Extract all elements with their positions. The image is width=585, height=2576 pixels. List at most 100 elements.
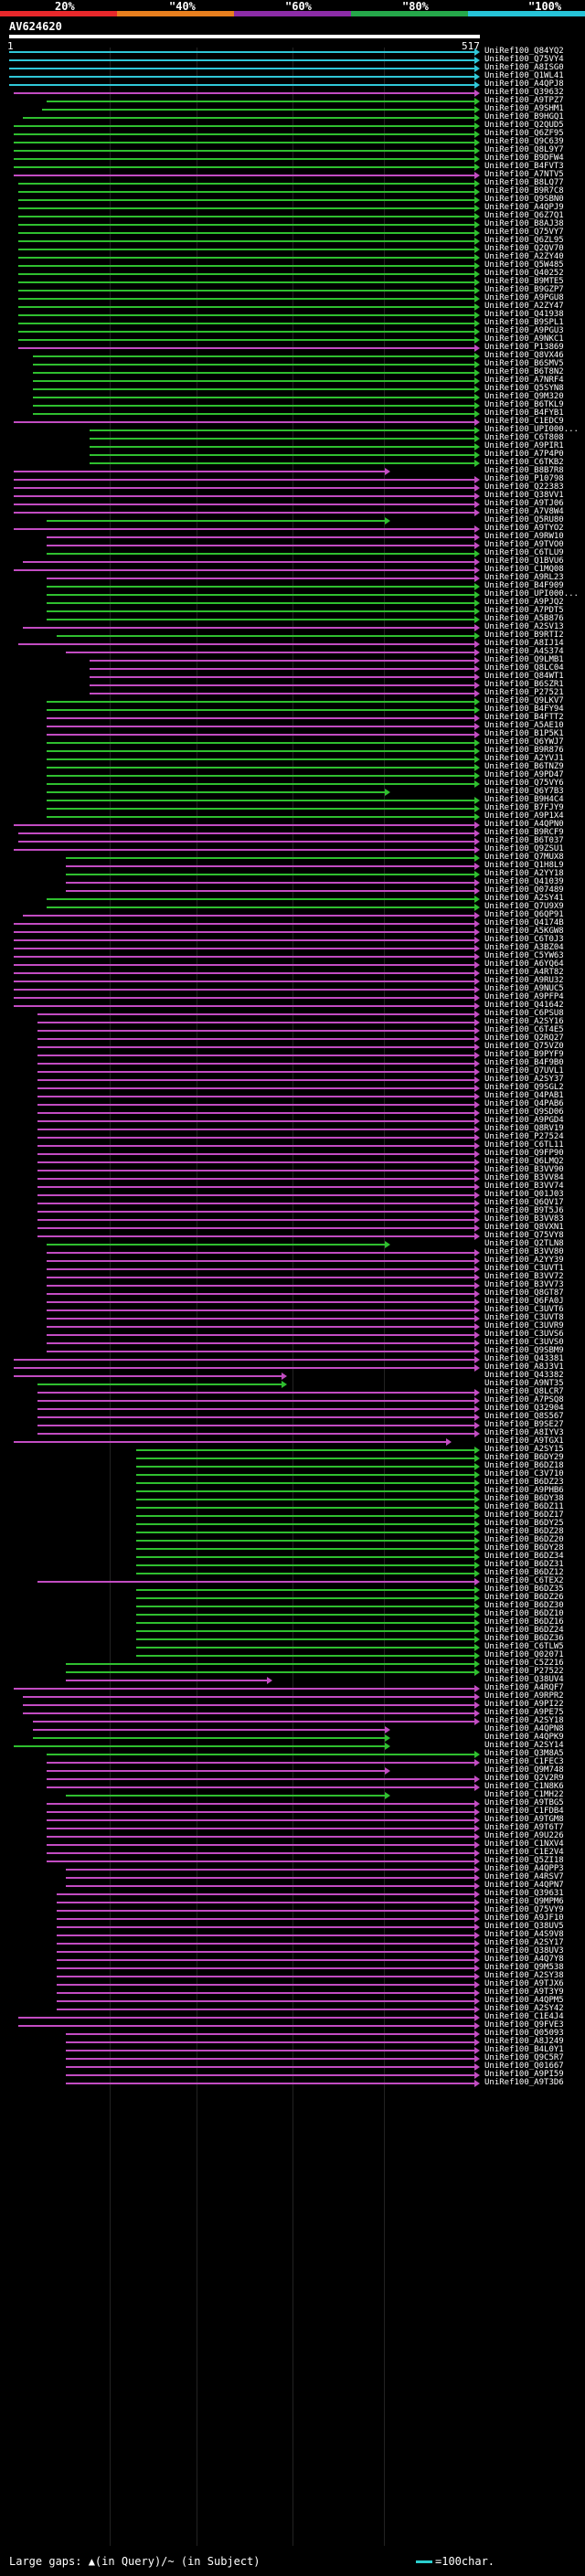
hit-label-link[interactable]: UniRef100_B6T8N2 [484, 367, 564, 376]
hit-bar[interactable] [37, 1211, 474, 1213]
hit-bar[interactable] [136, 1540, 474, 1542]
hit-bar[interactable] [18, 841, 474, 843]
hit-bar[interactable] [9, 51, 474, 53]
hit-label-link[interactable]: UniRef100_Q9LKV7 [484, 696, 564, 705]
hit-bar[interactable] [47, 610, 474, 612]
hit-bar[interactable] [32, 388, 474, 390]
hit-label-link[interactable]: UniRef100_Q9SBM9 [484, 1346, 564, 1355]
hit-bar[interactable] [136, 1474, 474, 1476]
hit-bar[interactable] [37, 1137, 474, 1139]
hit-bar[interactable] [37, 1120, 474, 1122]
hit-label-link[interactable]: UniRef100_Q9M320 [484, 392, 564, 401]
hit-bar[interactable] [37, 1129, 474, 1130]
hit-label-link[interactable]: UniRef100_B6DZ23 [484, 1478, 564, 1487]
hit-bar[interactable] [89, 693, 474, 694]
hit-bar[interactable] [14, 948, 474, 949]
hit-bar[interactable] [23, 561, 474, 563]
hit-label-link[interactable]: UniRef100_A4RSV7 [484, 1872, 564, 1882]
hit-bar[interactable] [37, 1071, 474, 1073]
hit-bar[interactable] [47, 1852, 474, 1854]
hit-label-link[interactable]: UniRef100_B6SMV5 [484, 359, 564, 368]
hit-label-link[interactable]: UniRef100_A9PE75 [484, 1708, 564, 1717]
hit-label-link[interactable]: UniRef100_Q75VY7 [484, 228, 564, 237]
hit-bar[interactable] [47, 1836, 474, 1838]
hit-label-link[interactable]: UniRef100_B6DY28 [484, 1543, 564, 1553]
hit-bar[interactable] [32, 380, 474, 382]
hit-label-link[interactable]: UniRef100_B6DZ10 [484, 1609, 564, 1618]
hit-bar[interactable] [18, 323, 474, 324]
hit-label-link[interactable]: UniRef100_C1FDB4 [484, 1807, 564, 1816]
hit-label-link[interactable]: UniRef100_C5YW63 [484, 951, 564, 960]
hit-label-link[interactable]: UniRef100_B9DFW4 [484, 154, 564, 163]
hit-label-link[interactable]: UniRef100_C1MH22 [484, 1790, 564, 1799]
hit-label-link[interactable]: UniRef100_A4RQF7 [484, 1683, 564, 1692]
hit-label-link[interactable]: UniRef100_A9PI22 [484, 1700, 564, 1709]
hit-label-link[interactable]: UniRef100_Q1H8L9 [484, 861, 564, 870]
hit-bar[interactable] [37, 1235, 474, 1237]
hit-bar[interactable] [136, 1532, 474, 1533]
hit-label-link[interactable]: UniRef100_Q75VY4 [484, 55, 564, 64]
hit-bar[interactable] [65, 1885, 474, 1887]
hit-bar[interactable] [136, 1548, 474, 1550]
hit-bar[interactable] [47, 1844, 474, 1846]
hit-bar[interactable] [32, 1721, 474, 1723]
hit-bar[interactable] [89, 462, 474, 464]
hit-label-link[interactable]: UniRef100_A8J249 [484, 2037, 564, 2046]
hit-label-link[interactable]: UniRef100_Q8LC04 [484, 663, 564, 673]
hit-bar[interactable] [47, 1318, 474, 1320]
hit-bar[interactable] [47, 536, 474, 538]
hit-bar[interactable] [47, 734, 474, 736]
hit-bar[interactable] [18, 216, 474, 217]
hit-bar[interactable] [14, 1688, 474, 1690]
hit-bar[interactable] [56, 1984, 474, 1986]
hit-label-link[interactable]: UniRef100_C1EDC9 [484, 417, 564, 426]
hit-bar[interactable] [23, 1704, 474, 1706]
hit-label-link[interactable]: UniRef100_B9GZP7 [484, 285, 564, 294]
hit-bar[interactable] [65, 857, 474, 859]
hit-bar[interactable] [32, 1729, 386, 1731]
hit-label-link[interactable]: UniRef100_B4F909 [484, 581, 564, 590]
hit-bar[interactable] [47, 1260, 474, 1262]
hit-bar[interactable] [56, 1959, 474, 1961]
hit-label-link[interactable]: UniRef100_A9TYO2 [484, 524, 564, 533]
hit-bar[interactable] [65, 2058, 474, 2060]
hit-bar[interactable] [32, 355, 474, 357]
hit-bar[interactable] [136, 1638, 474, 1640]
hit-label-link[interactable]: UniRef100_C6T0J3 [484, 935, 564, 944]
hit-bar[interactable] [23, 1712, 474, 1714]
hit-label-link[interactable]: UniRef100_B9SE27 [484, 1420, 564, 1429]
hit-bar[interactable] [37, 1408, 474, 1410]
hit-bar[interactable] [14, 849, 474, 851]
hit-bar[interactable] [14, 923, 474, 925]
hit-bar[interactable] [14, 956, 474, 958]
hit-bar[interactable] [47, 1277, 474, 1278]
hit-label-link[interactable]: UniRef100_P13869 [484, 343, 564, 352]
hit-bar[interactable] [18, 298, 474, 300]
hit-label-link[interactable]: UniRef100_B9R876 [484, 746, 564, 755]
hit-bar[interactable] [23, 915, 474, 917]
hit-bar[interactable] [18, 249, 474, 250]
hit-label-link[interactable]: UniRef100_Q38UV3 [484, 1946, 564, 1956]
hit-label-link[interactable]: UniRef100_Q2RQ27 [484, 1034, 564, 1043]
hit-label-link[interactable]: UniRef100_A9T6T7 [484, 1823, 564, 1832]
hit-bar[interactable] [47, 586, 474, 588]
hit-label-link[interactable]: UniRef100_Q9C639 [484, 137, 564, 146]
hit-label-link[interactable]: UniRef100_C1N8K6 [484, 1782, 564, 1791]
hit-bar[interactable] [65, 2083, 474, 2084]
hit-label-link[interactable]: UniRef100_C3UVT8 [484, 1313, 564, 1322]
hit-bar[interactable] [14, 125, 474, 127]
hit-label-link[interactable]: UniRef100_A9PGU8 [484, 293, 564, 302]
hit-bar[interactable] [47, 1860, 474, 1862]
hit-label-link[interactable]: UniRef100_C5Z216 [484, 1659, 564, 1668]
hit-bar[interactable] [47, 1334, 474, 1336]
hit-label-link[interactable]: UniRef100_Q4PAB6 [484, 1099, 564, 1108]
hit-bar[interactable] [56, 2000, 474, 2002]
hit-label-link[interactable]: UniRef100_B6T037 [484, 836, 564, 845]
hit-label-link[interactable]: UniRef100_A9PHB6 [484, 1486, 564, 1495]
hit-label-link[interactable]: UniRef100_Q8L9Y7 [484, 145, 564, 154]
hit-bar[interactable] [136, 1449, 474, 1451]
hit-bar[interactable] [18, 224, 474, 226]
hit-label-link[interactable]: UniRef100_A4QPN0 [484, 820, 564, 829]
hit-label-link[interactable]: UniRef100_Q9SD06 [484, 1108, 564, 1117]
hit-label-link[interactable]: UniRef100_A7PDT5 [484, 606, 564, 615]
